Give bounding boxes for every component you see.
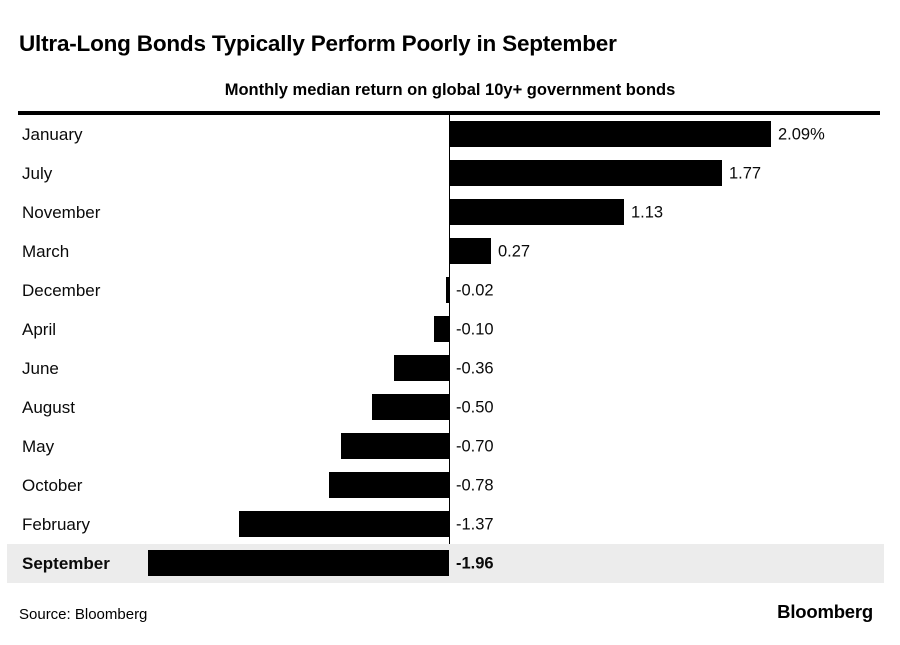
bar — [450, 199, 624, 225]
chart-row: October -0.78 — [18, 466, 880, 505]
category-label: June — [22, 358, 59, 378]
chart-row: February -1.37 — [18, 505, 880, 544]
bar — [450, 121, 771, 147]
value-label: -0.78 — [456, 476, 494, 494]
chart-row: August -0.50 — [18, 388, 880, 427]
bar — [148, 550, 449, 576]
value-label: 2.09% — [778, 125, 825, 143]
bloomberg-logo: Bloomberg — [777, 601, 873, 622]
category-label: October — [22, 475, 83, 495]
category-label: December — [22, 280, 101, 300]
category-label: August — [22, 397, 75, 417]
chart-row: September -1.96 — [7, 544, 884, 583]
chart-title: Ultra-Long Bonds Typically Perform Poorl… — [19, 31, 617, 56]
value-label: 1.13 — [631, 203, 664, 221]
source-note: Source: Bloomberg — [19, 606, 148, 623]
value-label: 1.77 — [729, 164, 762, 182]
chart-row: November 1.13 — [18, 193, 880, 232]
bar — [341, 433, 449, 459]
chart-row: May -0.70 — [18, 427, 880, 466]
chart-row: March 0.27 — [18, 232, 880, 271]
chart-row: April -0.10 — [18, 310, 880, 349]
bar — [450, 160, 722, 186]
category-label: April — [22, 319, 57, 339]
bar — [446, 277, 449, 303]
category-label: March — [22, 241, 70, 261]
bar — [329, 472, 449, 498]
bar — [434, 316, 449, 342]
bar — [372, 394, 449, 420]
chart-row: January 2.09% — [18, 115, 880, 154]
category-label: January — [22, 124, 83, 144]
chart-subtitle: Monthly median return on global 10y+ gov… — [224, 81, 676, 99]
value-label: -0.02 — [456, 281, 494, 299]
chart-row: December -0.02 — [18, 271, 880, 310]
chart-row: July 1.77 — [18, 154, 880, 193]
category-label: September — [22, 553, 110, 573]
bar — [450, 238, 491, 264]
value-label: -1.96 — [456, 554, 494, 572]
value-label: -0.70 — [456, 437, 494, 455]
bar — [394, 355, 449, 381]
category-label: May — [22, 436, 55, 456]
chart-row: June -0.36 — [18, 349, 880, 388]
chart-top-rule — [18, 111, 880, 115]
value-label: 0.27 — [498, 242, 531, 260]
category-label: February — [22, 514, 91, 534]
category-label: July — [22, 163, 53, 183]
bar — [239, 511, 449, 537]
value-label: -0.36 — [456, 359, 494, 377]
value-label: -1.37 — [456, 515, 494, 533]
category-label: November — [22, 202, 101, 222]
value-label: -0.50 — [456, 398, 494, 416]
value-label: -0.10 — [456, 320, 494, 338]
chart-rows: January 2.09% July 1.77 November 1.13 March 0.2… — [7, 115, 884, 583]
bar-chart: January 2.09% July 1.77 November 1.13 March 0.2… — [7, 111, 884, 583]
zero-baseline-axis — [449, 115, 450, 578]
